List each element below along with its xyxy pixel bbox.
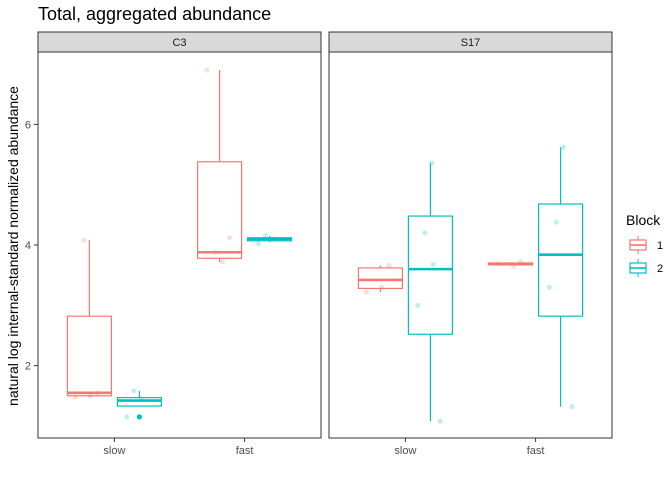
data-point	[131, 388, 137, 394]
box-fast-block-2	[537, 144, 584, 410]
x-tick-label: slow	[394, 445, 416, 457]
data-point	[510, 263, 516, 269]
box-slow-block-1	[66, 237, 113, 400]
box-body	[196, 161, 243, 259]
box-body	[537, 203, 584, 317]
data-point	[212, 249, 218, 255]
box-fast-block-1	[196, 67, 243, 265]
data-point	[262, 232, 268, 238]
legend: Block 12	[626, 212, 663, 277]
outlier-point	[136, 414, 143, 420]
data-point	[363, 289, 370, 295]
box-body	[66, 315, 113, 397]
box-body	[357, 267, 404, 290]
data-point	[437, 418, 443, 424]
box-slow-block-2	[407, 160, 454, 424]
data-point	[560, 144, 566, 150]
data-point	[95, 390, 101, 396]
data-point	[379, 284, 385, 290]
x-tick-label: fast	[236, 445, 254, 457]
strip-label: C3	[172, 37, 186, 49]
data-point	[204, 67, 210, 73]
panels: C3 slow fast 2 4 6 S17 slow fast	[25, 31, 613, 457]
box-fast-block-2	[246, 232, 293, 247]
data-point	[269, 236, 275, 242]
box-slow-block-1	[357, 262, 404, 295]
data-point	[72, 394, 79, 400]
y-tick-label: 4	[25, 240, 31, 252]
data-point	[138, 396, 144, 402]
panel-s17: S17 slow fast	[328, 31, 613, 457]
box-slow-block-2	[116, 388, 163, 420]
data-point	[81, 237, 87, 243]
legend-title: Block	[626, 212, 661, 228]
legend-key-2: 2	[629, 259, 663, 277]
data-point	[219, 259, 225, 265]
strip-label: S17	[461, 37, 481, 49]
data-point	[569, 404, 575, 410]
y-tick-label: 6	[25, 119, 31, 131]
data-point	[546, 284, 552, 290]
legend-key-1: 1	[629, 236, 663, 254]
data-point	[517, 259, 523, 265]
panel-c3: C3 slow fast 2 4 6	[25, 31, 322, 457]
data-point	[430, 261, 436, 267]
legend-label: 2	[657, 263, 663, 275]
data-point	[422, 230, 428, 236]
legend-keys: 12	[629, 236, 663, 277]
data-point	[88, 393, 94, 399]
data-point	[495, 261, 501, 267]
box-fast-block-1	[487, 259, 534, 269]
y-axis-title: natural log internal-standard normalized…	[5, 86, 21, 406]
data-point	[386, 262, 392, 269]
data-point	[553, 219, 559, 225]
data-point	[226, 235, 232, 241]
box-body	[407, 215, 454, 335]
data-point	[429, 160, 435, 166]
chart-title: Total, aggregated abundance	[38, 4, 271, 24]
data-point	[255, 241, 261, 247]
x-tick-label: slow	[103, 445, 125, 457]
y-tick-label: 2	[25, 361, 31, 373]
legend-label: 1	[657, 240, 663, 252]
x-tick-label: fast	[527, 445, 545, 457]
data-point	[415, 302, 421, 308]
data-point	[124, 414, 130, 420]
